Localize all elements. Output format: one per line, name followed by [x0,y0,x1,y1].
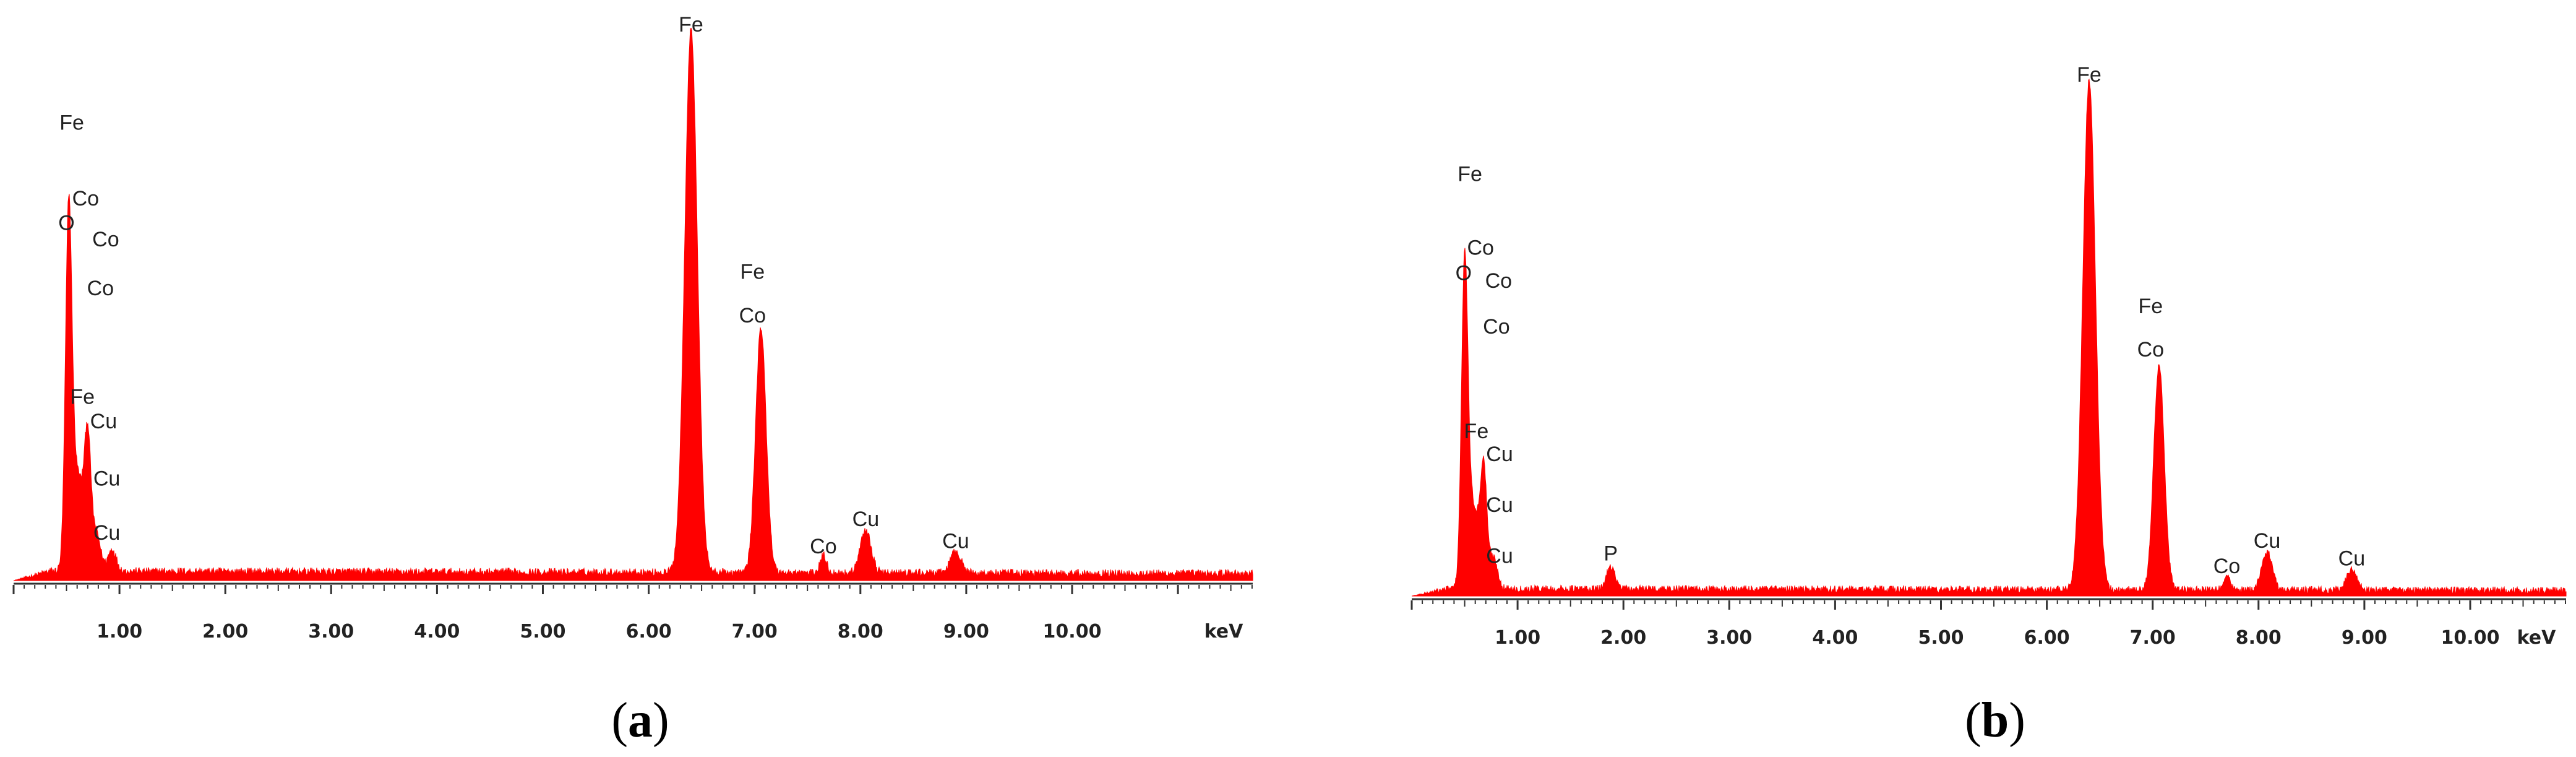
peak-label: P [1604,542,1618,565]
peak-label: Co [92,228,119,251]
peak-label: Co [1467,236,1493,260]
spectrum-area [1411,78,2567,597]
peak-label: Cu [1486,545,1513,568]
peak-label: Cu [93,467,120,490]
x-tick-label: 5.00 [520,621,565,642]
peak-label: Cu [942,529,969,553]
peak-label: O [1456,262,1472,285]
peak-label: Co [1485,269,1512,293]
x-tick-label: 10.00 [2441,627,2500,649]
peak-label: Co [72,187,99,210]
spectrum-area [13,28,1253,581]
x-tick-label: 8.00 [2236,627,2282,649]
x-tick-label: 1.00 [1495,627,1540,649]
x-tick-label: 5.00 [1918,627,1964,649]
panel-label-b: (b) [1965,693,2025,748]
peak-label: Fe [1464,420,1489,443]
peak-label: Co [739,304,766,327]
x-tick-label: 8.00 [838,621,883,642]
x-axis-unit: keV [2517,627,2556,649]
x-tick-label: 2.00 [1600,627,1646,649]
peak-label: Fe [2077,63,2102,87]
x-tick-label: 2.00 [202,621,248,642]
x-tick-label: 4.00 [1812,627,1858,649]
peak-label: Cu [1486,493,1513,517]
x-tick-label: 7.00 [2130,627,2176,649]
peak-label: Fe [70,386,95,409]
x-tick-label: 6.00 [2024,627,2070,649]
panel-label-a: (a) [611,693,669,748]
peak-label: Cu [90,410,117,433]
x-tick-label: 10.00 [1043,621,1102,642]
peak-label: Fe [2138,295,2163,318]
peak-label: Co [87,277,114,300]
x-tick-label: 6.00 [626,621,672,642]
peak-label: Cu [852,508,879,531]
x-tick-label: 1.00 [97,621,142,642]
x-tick-label: 9.00 [2342,627,2387,649]
peak-label: Fe [740,261,765,284]
peak-label: Co [1483,315,1509,339]
x-tick-label: 4.00 [414,621,460,642]
x-tick-label: 3.00 [1706,627,1752,649]
spectrum-chart-a: 1.00 2.00 3.00 4.00 5.00 6.00 7.00 8.00 9.00 10.0… [12,13,1253,748]
peak-label: Fe [59,111,84,134]
peak-label: O [58,212,74,235]
peak-label: Fe [1458,162,1482,186]
peak-label: Co [810,535,836,558]
peak-label: Cu [1486,443,1513,466]
peak-label: Cu [2338,547,2365,571]
peak-label: Fe [679,13,703,37]
peak-label: Co [2213,555,2240,578]
spectrum-chart-b: 1.00 2.00 3.00 4.00 5.00 6.00 7.00 8.00 9.00 10.0… [1410,63,2567,748]
peak-label: Cu [93,521,120,545]
x-tick-label: 7.00 [732,621,778,642]
peak-label: Cu [2254,529,2280,553]
x-axis-unit: keV [1204,621,1243,642]
x-tick-label: 9.00 [943,621,989,642]
x-tick-label: 3.00 [308,621,354,642]
peak-label: Co [2137,338,2164,361]
